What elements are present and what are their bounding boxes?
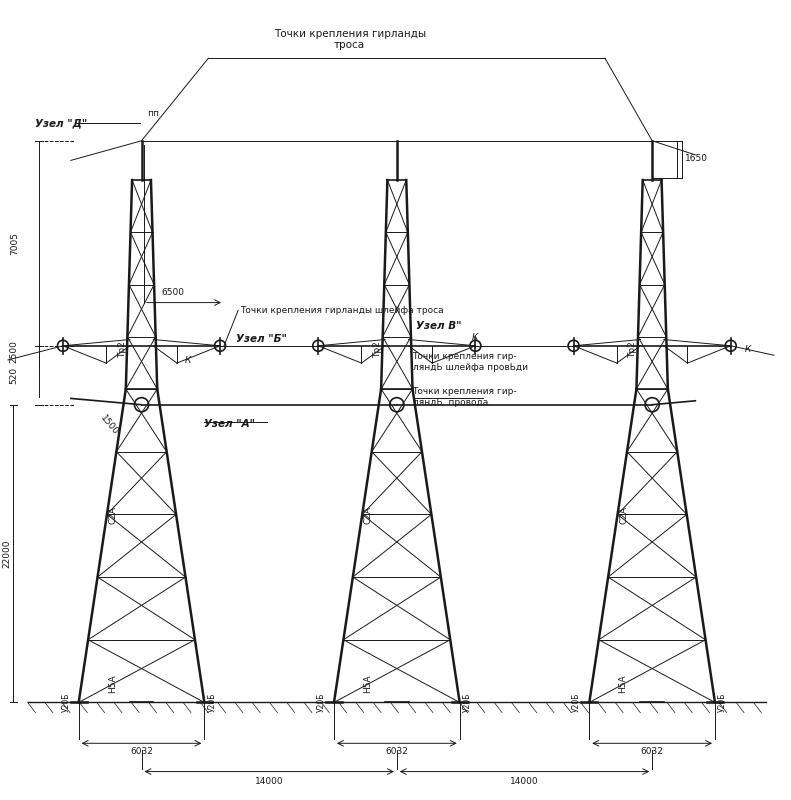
Text: К: К xyxy=(745,345,751,354)
Text: Н5А: Н5А xyxy=(108,674,117,693)
Text: Н5А: Н5А xyxy=(363,674,372,693)
Text: 6032: 6032 xyxy=(641,747,664,756)
Text: 22000: 22000 xyxy=(2,539,11,568)
Text: К: К xyxy=(471,334,478,342)
Text: Узел "Б": Узел "Б" xyxy=(236,334,286,344)
Text: У20Б: У20Б xyxy=(572,693,581,712)
Text: Узел "А": Узел "А" xyxy=(204,418,255,429)
Text: 2500: 2500 xyxy=(9,340,19,363)
Text: Точки крепления гир-: Точки крепления гир- xyxy=(413,386,517,396)
Text: 1650: 1650 xyxy=(685,154,708,162)
Text: Узел "Д": Узел "Д" xyxy=(36,118,88,129)
Text: С2А: С2А xyxy=(364,506,373,524)
Text: Узел В": Узел В" xyxy=(417,321,462,330)
Text: У20Б: У20Б xyxy=(718,693,727,712)
Text: У20Б: У20Б xyxy=(62,693,70,712)
Text: 7005: 7005 xyxy=(9,232,19,254)
Text: Точки крепления гирланды шлейфа троса: Точки крепления гирланды шлейфа троса xyxy=(240,306,443,315)
Text: Точки крепления гирланды: Точки крепления гирланды xyxy=(274,29,426,38)
Text: ляндЬ шлейфа провЬди: ляндЬ шлейфа провЬди xyxy=(413,363,528,372)
Text: 14000: 14000 xyxy=(255,777,283,786)
Text: Тр2: Тр2 xyxy=(373,342,382,358)
Text: У20Б: У20Б xyxy=(463,693,471,712)
Text: Тр2: Тр2 xyxy=(629,342,638,358)
Text: 6032: 6032 xyxy=(385,747,408,756)
Text: 6032: 6032 xyxy=(130,747,153,756)
Text: 520: 520 xyxy=(9,366,19,384)
Text: ляндЬ  провода.: ляндЬ провода. xyxy=(413,398,490,406)
Text: К: К xyxy=(185,356,191,365)
Text: 14000: 14000 xyxy=(510,777,539,786)
Text: троса: троса xyxy=(334,41,365,50)
Text: С2А: С2А xyxy=(108,506,118,524)
Text: Н5А: Н5А xyxy=(619,674,627,693)
Text: С2А: С2А xyxy=(619,506,628,524)
Text: Точки крепления гир-: Точки крепления гир- xyxy=(413,352,517,361)
Text: У20Б: У20Б xyxy=(316,693,326,712)
Text: 1500: 1500 xyxy=(98,413,120,437)
Text: 6500: 6500 xyxy=(161,288,184,297)
Text: пп: пп xyxy=(147,109,159,118)
Text: У20Б: У20Б xyxy=(207,693,217,712)
Text: Тр2: Тр2 xyxy=(118,342,127,358)
